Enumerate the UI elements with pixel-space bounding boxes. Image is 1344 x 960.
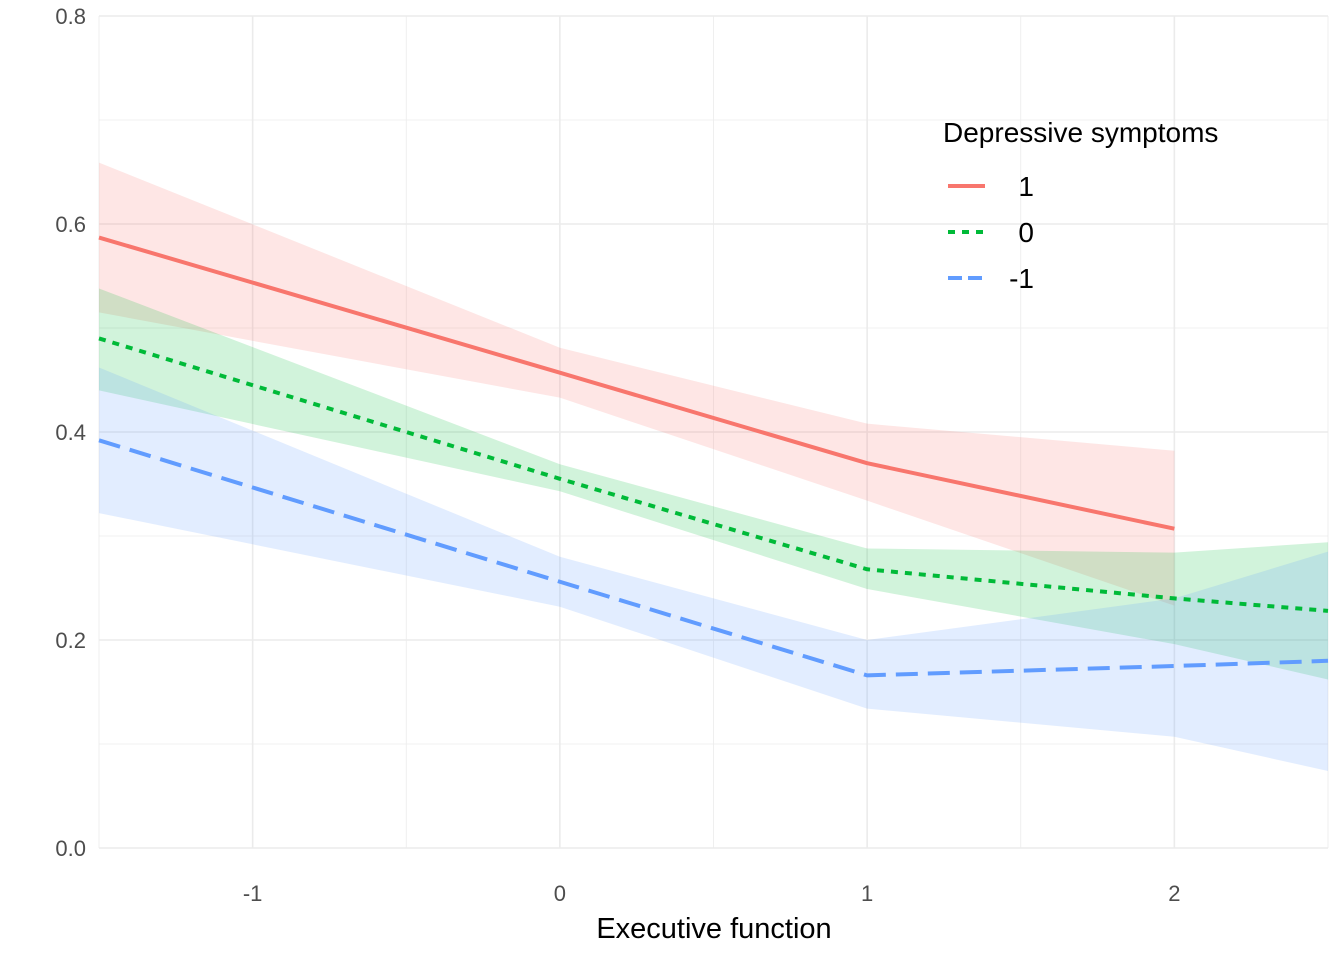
legend-label-1: 1: [1018, 171, 1034, 202]
legend-title: Depressive symptoms: [943, 117, 1218, 148]
confidence-band-1: [99, 162, 1175, 606]
legend: Depressive symptoms 1 0 -1: [943, 117, 1218, 294]
y-tick-label: 0.2: [55, 628, 86, 653]
x-axis-ticks: -1 0 1 2: [243, 881, 1181, 906]
series-line-0: [98, 336, 1329, 613]
confidence-bands: [99, 162, 1328, 772]
series-line-1: [98, 235, 1175, 531]
y-tick-label: 0.8: [55, 4, 86, 29]
legend-label-0: 0: [1018, 217, 1034, 248]
y-tick-label: 0.4: [55, 420, 86, 445]
x-tick-label: 0: [554, 881, 566, 906]
x-tick-label: -1: [243, 881, 263, 906]
legend-label--1: -1: [1009, 263, 1034, 294]
y-tick-label: 0.0: [55, 836, 86, 861]
confidence-band--1: [99, 367, 1328, 772]
x-tick-label: 1: [861, 881, 873, 906]
series-line--1: [98, 438, 1329, 678]
y-axis-ticks: 0.0 0.2 0.4 0.6 0.8: [55, 4, 86, 861]
grid: [98, 15, 1329, 849]
x-tick-label: 2: [1168, 881, 1180, 906]
legend-items: 1 0 -1: [948, 171, 1034, 294]
confidence-band-0: [99, 288, 1328, 680]
x-axis-title: Executive function: [596, 913, 831, 945]
y-tick-label: 0.6: [55, 212, 86, 237]
series-lines: [98, 235, 1329, 678]
